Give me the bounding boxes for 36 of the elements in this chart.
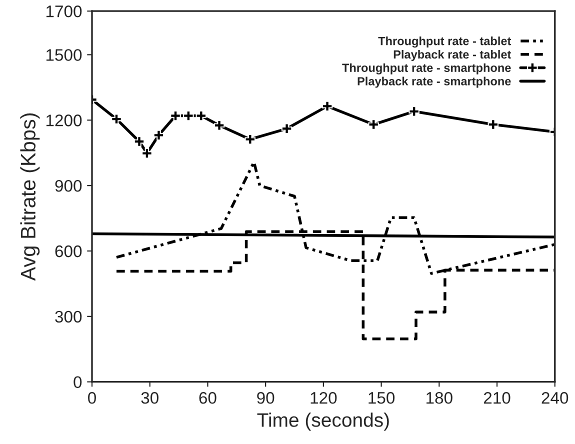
point bbox=[488, 119, 499, 130]
legend-label: Throughput rate - smartphone bbox=[342, 63, 511, 74]
y-tick-label: 1700 bbox=[46, 6, 82, 18]
point bbox=[183, 110, 194, 122]
x-tick-label: 210 bbox=[484, 392, 510, 404]
x-tick-label: 0 bbox=[88, 392, 96, 404]
x-axis-title: Time (seconds) bbox=[257, 412, 389, 431]
point bbox=[214, 120, 225, 131]
x-tick-label: 30 bbox=[141, 392, 158, 404]
y-tick-label: 0 bbox=[74, 376, 82, 388]
legend-label: Throughput rate - tablet bbox=[378, 36, 512, 48]
y-tick-label: 1500 bbox=[46, 49, 82, 61]
point bbox=[153, 130, 164, 141]
point bbox=[244, 134, 256, 145]
x-tick-label: 90 bbox=[257, 392, 274, 404]
y-axis-title: Avg Bitrate (Kbps) bbox=[20, 113, 40, 281]
point bbox=[142, 148, 152, 159]
point bbox=[408, 106, 420, 117]
y-tick-label: 900 bbox=[55, 180, 82, 192]
x-tick-label: 180 bbox=[426, 392, 452, 404]
x-tick-label: 60 bbox=[199, 392, 216, 404]
y-tick-label: 300 bbox=[55, 310, 82, 323]
legend-label: Playback rate - tablet bbox=[394, 50, 512, 61]
y-tick-label: 600 bbox=[55, 245, 82, 258]
point bbox=[196, 110, 207, 122]
point bbox=[368, 119, 379, 130]
point bbox=[281, 123, 292, 134]
point bbox=[170, 110, 181, 122]
x-tick-label: 120 bbox=[310, 392, 337, 404]
y-tick-label: 1200 bbox=[46, 114, 82, 126]
legend-label: Playback rate - smartphone bbox=[358, 76, 511, 88]
point bbox=[134, 136, 145, 147]
point bbox=[111, 114, 122, 124]
x-tick-label: 150 bbox=[368, 392, 395, 404]
point bbox=[322, 100, 333, 112]
x-tick-label: 240 bbox=[542, 392, 568, 404]
